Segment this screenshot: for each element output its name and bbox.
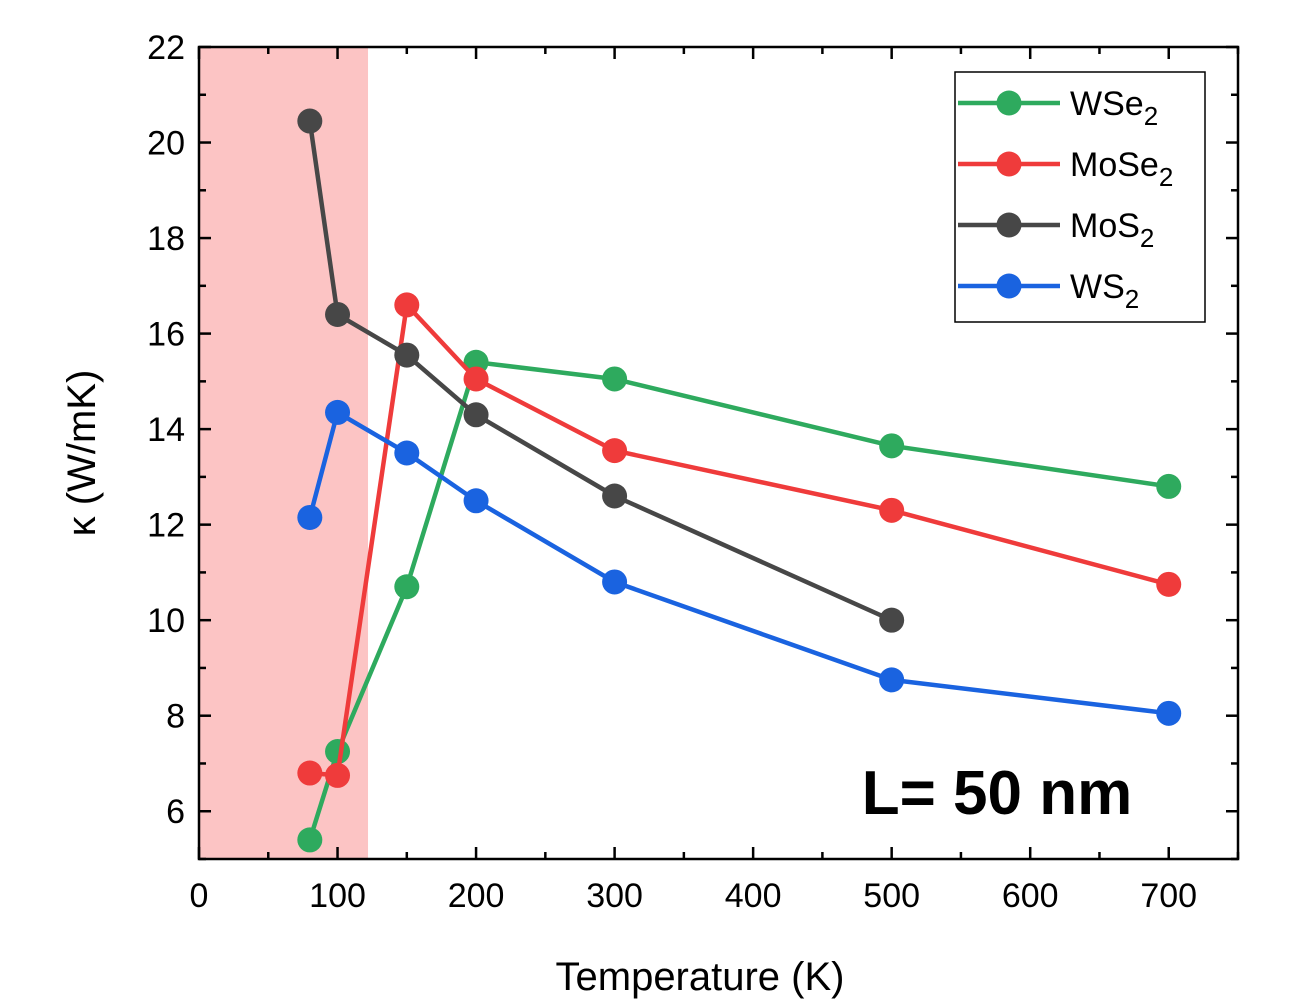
legend-marker-mos2 — [996, 212, 1022, 238]
x-tick-label: 0 — [190, 877, 209, 915]
data-point-mose2 — [602, 438, 628, 464]
data-point-ws2 — [297, 504, 323, 530]
data-point-ws2 — [394, 440, 420, 466]
data-point-mose2 — [463, 366, 489, 392]
y-tick-label: 12 — [147, 507, 185, 545]
annotation-label: L= 50 nm — [862, 759, 1133, 828]
data-point-wse2 — [879, 433, 905, 459]
plot-frame — [197, 45, 1240, 861]
x-tick-label: 200 — [448, 877, 505, 915]
y-tick-label: 6 — [166, 793, 185, 831]
legend-label-wse2: WSe2 — [1070, 85, 1158, 131]
x-axis-title: Temperature (K) — [556, 955, 845, 999]
y-tick-label: 10 — [147, 602, 185, 640]
data-point-mose2 — [1156, 571, 1182, 597]
series-line-mos2 — [307, 120, 893, 623]
data-point-ws2 — [602, 569, 628, 595]
legend-marker-mose2 — [996, 151, 1022, 177]
legend-label-ws2: WS2 — [1070, 268, 1139, 314]
legend-label-mose2: MoSe2 — [1070, 146, 1173, 192]
data-point-ws2 — [879, 667, 905, 693]
data-point-mos2 — [394, 342, 420, 368]
data-point-wse2 — [297, 827, 323, 853]
x-tick-label: 400 — [725, 877, 782, 915]
x-tick-label: 700 — [1140, 877, 1197, 915]
data-point-mos2 — [297, 108, 323, 134]
y-tick-label: 8 — [166, 698, 185, 736]
shaded-region — [199, 47, 369, 859]
data-point-mos2 — [602, 483, 628, 509]
x-tick-label: 500 — [863, 877, 920, 915]
x-tick-label: 100 — [309, 877, 366, 915]
data-point-mose2 — [297, 760, 323, 786]
y-tick-label: 20 — [147, 125, 185, 163]
y-tick-label: 22 — [147, 29, 185, 67]
data-point-mose2 — [394, 292, 420, 318]
legend-marker-ws2 — [996, 273, 1022, 299]
y-tick-label: 14 — [147, 411, 185, 449]
data-point-wse2 — [394, 574, 420, 600]
y-tick-label: 18 — [147, 220, 185, 258]
data-point-wse2 — [1156, 473, 1182, 499]
data-point-mose2 — [879, 497, 905, 523]
data-point-mos2 — [463, 402, 489, 428]
data-point-ws2 — [325, 399, 351, 425]
data-point-mos2 — [879, 607, 905, 633]
x-tick-label: 300 — [586, 877, 643, 915]
data-point-ws2 — [463, 488, 489, 514]
legend-marker-wse2 — [996, 90, 1022, 116]
legend-label-mos2: MoS2 — [1070, 207, 1154, 253]
data-point-wse2 — [602, 366, 628, 392]
data-point-ws2 — [1156, 700, 1182, 726]
x-tick-label: 600 — [1002, 877, 1059, 915]
y-axis-title: κ (W/mK) — [60, 370, 104, 537]
legend-box — [954, 71, 1206, 323]
data-point-mose2 — [325, 762, 351, 788]
y-tick-label: 16 — [147, 316, 185, 354]
data-point-mos2 — [325, 301, 351, 327]
